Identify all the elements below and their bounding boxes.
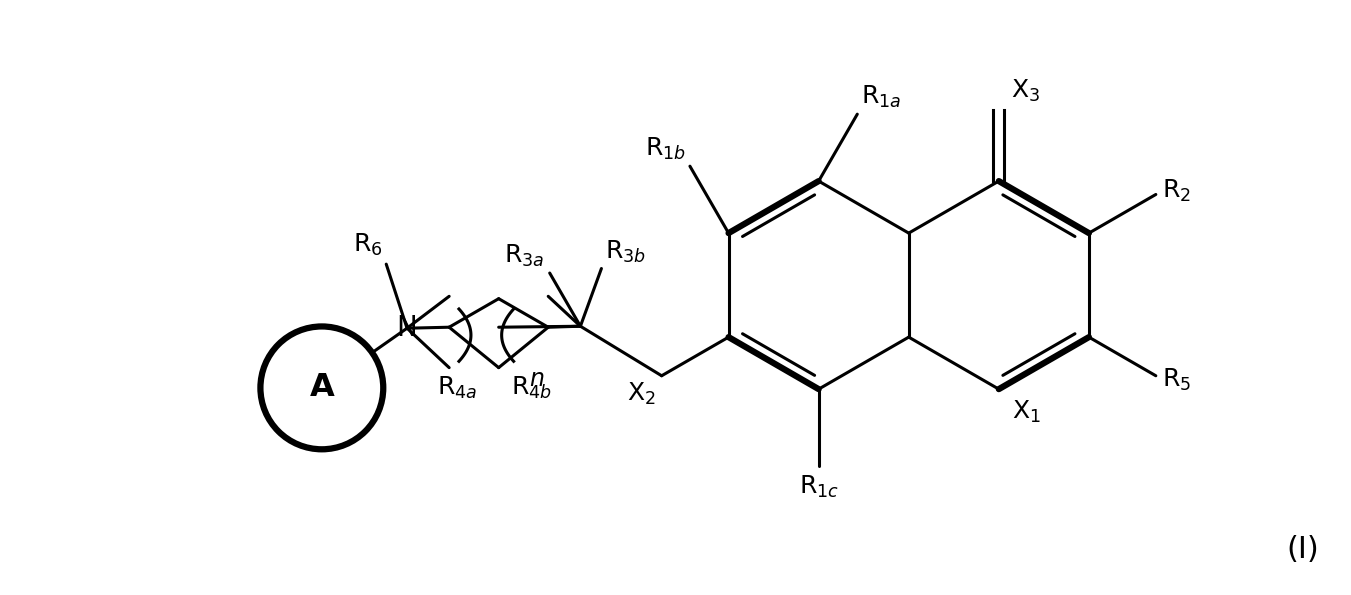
Text: A: A	[309, 372, 334, 403]
Text: R$_{4a}$: R$_{4a}$	[436, 375, 477, 401]
Text: X$_3$: X$_3$	[1011, 77, 1040, 104]
Text: R$_{1c}$: R$_{1c}$	[798, 474, 839, 500]
Text: (I): (I)	[1286, 536, 1319, 565]
Text: n: n	[530, 367, 544, 391]
Text: R$_2$: R$_2$	[1162, 177, 1190, 203]
Text: R$_{1a}$: R$_{1a}$	[861, 84, 901, 110]
Text: R$_{3b}$: R$_{3b}$	[605, 239, 646, 265]
Text: R$_{1b}$: R$_{1b}$	[644, 136, 686, 162]
Text: R$_5$: R$_5$	[1162, 367, 1192, 393]
Text: R$_{3a}$: R$_{3a}$	[504, 243, 544, 269]
Text: X$_2$: X$_2$	[627, 381, 655, 407]
Text: N: N	[397, 314, 417, 342]
Text: R$_6$: R$_6$	[353, 232, 382, 258]
Text: X$_1$: X$_1$	[1012, 399, 1040, 425]
Text: R$_{4b}$: R$_{4b}$	[511, 375, 551, 401]
